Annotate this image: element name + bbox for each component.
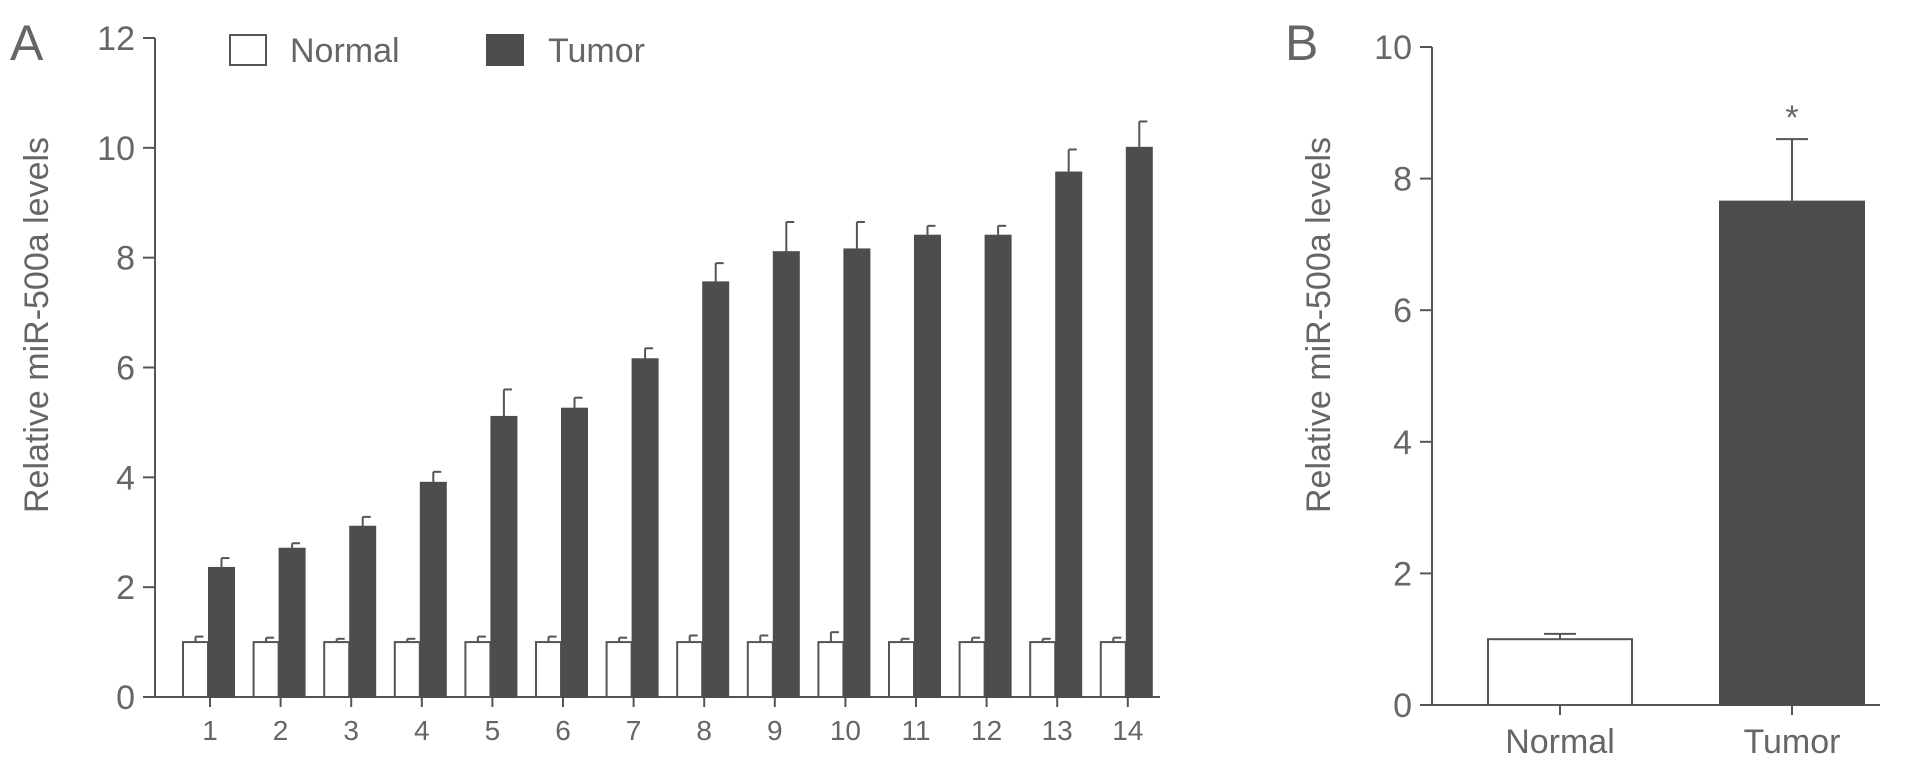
- bar-tumor-1: [208, 566, 235, 699]
- panel-a-ytick-label: 2: [116, 569, 135, 607]
- panel-a-ytick-label: 12: [97, 20, 135, 58]
- panel-a-xtick-label: 13: [1042, 715, 1073, 746]
- panel-a-xtick-label: 8: [696, 715, 712, 746]
- bar-normal-7: [605, 641, 633, 698]
- panel-b-ylabel: Relative miR-500a levels: [1300, 137, 1338, 513]
- panel-b-xtick-label: Normal: [1505, 723, 1615, 761]
- bar-normal-12: [958, 641, 986, 698]
- bar-tumor-7: [631, 358, 659, 698]
- bar-normal-8: [676, 641, 704, 698]
- bar-normal-10: [817, 641, 845, 698]
- panel-b-ytick-label: 10: [1374, 29, 1412, 67]
- panel-a-ytick-label: 8: [116, 240, 135, 278]
- panel-a-label: A: [10, 15, 44, 71]
- bar-normal-1: [182, 641, 209, 698]
- panel-a-xtick-label: 1: [202, 715, 218, 746]
- bar-normal-6: [535, 641, 562, 698]
- panel-a-bars: [182, 120, 1153, 699]
- bar-tumor-4: [419, 481, 447, 699]
- panel-b-ytick-label: 8: [1393, 161, 1412, 199]
- panel-b-ytick-label: 6: [1393, 292, 1412, 330]
- bar-normal-11: [888, 641, 915, 698]
- bar-tumor-11: [914, 234, 941, 698]
- panel-a-ylabel-group: Relative miR-500a levels: [18, 137, 56, 513]
- bar-tumor-14: [1125, 146, 1153, 699]
- panel-a-xtick-label: 6: [555, 715, 571, 746]
- panel-a-xtick-label: 2: [273, 715, 289, 746]
- legend-swatch-tumor: [486, 34, 524, 66]
- legend-label-tumor: Tumor: [548, 32, 645, 70]
- panel-b-ytick-label: 2: [1393, 555, 1412, 593]
- panel-a-xtick-label: 3: [343, 715, 359, 746]
- panel-a-xtick-label: 4: [414, 715, 430, 746]
- panel-a-xtick-label: 12: [971, 715, 1002, 746]
- panel-b-ytick-label: 4: [1393, 424, 1412, 462]
- bar-normal-14: [1099, 641, 1127, 698]
- bar-normal-13: [1029, 641, 1057, 698]
- bar-normal-4: [393, 641, 421, 698]
- bar-normal-3: [323, 641, 351, 698]
- panel-a-xtick-label: 10: [830, 715, 861, 746]
- panel-a-xtick-label: 14: [1112, 715, 1143, 746]
- bar-tumor-5: [490, 415, 518, 698]
- panel-a-xtick-label: 7: [626, 715, 642, 746]
- panel-a-legend: Normal Tumor: [229, 32, 645, 70]
- panel-b-xtick-label: Tumor: [1744, 723, 1841, 761]
- legend-label-normal: Normal: [290, 32, 400, 70]
- panel-b-label: B: [1285, 15, 1318, 71]
- panel-a-xtick-label: 11: [901, 715, 930, 746]
- bar-normal-5: [464, 641, 492, 698]
- panel-a-ytick-label: 4: [116, 459, 135, 497]
- bar-tumor-13: [1055, 171, 1083, 698]
- bar-tumor-8: [702, 281, 730, 698]
- panel-b-chart: B Relative miR-500a levels 0 2 4 6 8 10 Normal…: [1285, 15, 1880, 761]
- bar-normal-2: [252, 641, 280, 698]
- panel-a-ytick-label: 6: [116, 350, 135, 388]
- panel-a-xtick-label: 5: [485, 715, 501, 746]
- panel-b-axes: 0 2 4 6 8 10 Normal Tumor: [1374, 29, 1880, 761]
- panel-a-ylabel: Relative miR-500a levels: [18, 137, 56, 513]
- bar-tumor-2: [278, 547, 306, 698]
- bar-tumor-6: [561, 407, 588, 698]
- bar-tumor-10: [843, 248, 871, 698]
- panel-a-ytick-label: 10: [97, 130, 135, 168]
- bar-tumor-3: [349, 525, 377, 699]
- panel-a-ytick-label: 0: [116, 679, 135, 717]
- panel-a-xtick-label: 9: [767, 715, 783, 746]
- bar-normal-9: [746, 641, 774, 698]
- bar-tumor: [1719, 200, 1865, 706]
- panel-b-ytick-label: 0: [1393, 687, 1412, 725]
- significance-marker: *: [1785, 99, 1798, 137]
- panel-b-ylabel-group: Relative miR-500a levels: [1300, 137, 1338, 513]
- bar-tumor-9: [772, 251, 800, 699]
- bar-normal: [1487, 638, 1633, 707]
- bar-tumor-12: [984, 234, 1012, 698]
- legend-swatch-normal: [229, 34, 267, 66]
- panel-b-bars: *: [1487, 99, 1865, 707]
